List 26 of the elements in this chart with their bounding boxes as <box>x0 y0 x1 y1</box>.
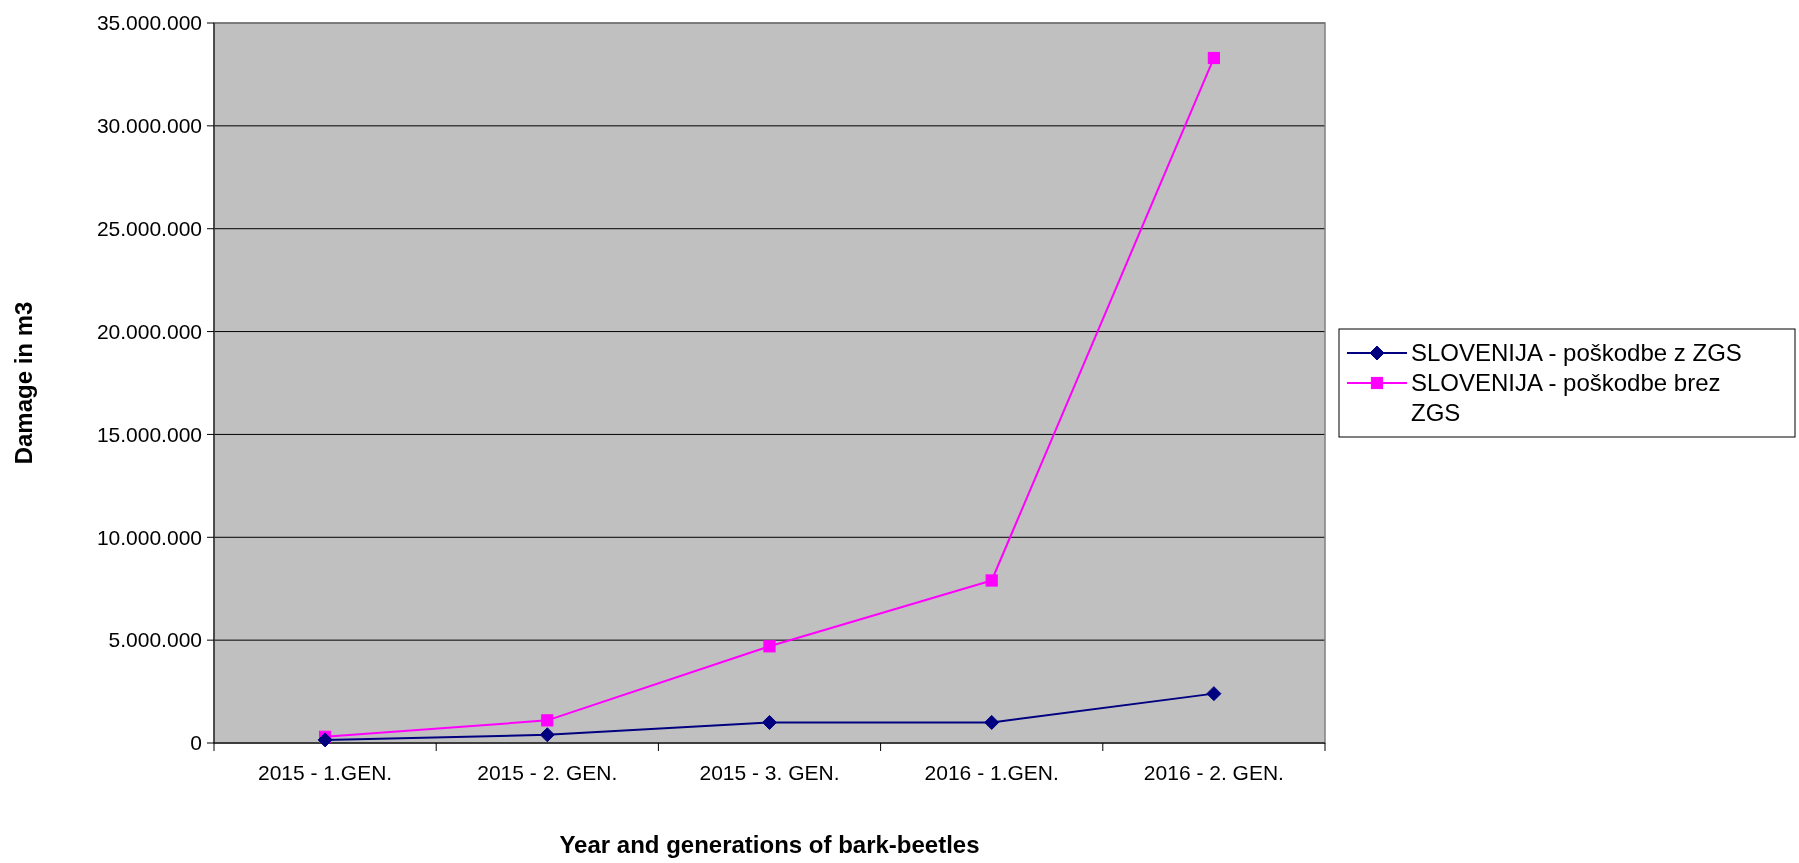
x-axis-title: Year and generations of bark-beetles <box>559 831 980 858</box>
point <box>984 714 1000 730</box>
point <box>539 727 555 743</box>
point <box>985 574 998 587</box>
point <box>1207 51 1220 65</box>
y-tick-label: 30.000.000 <box>96 114 202 138</box>
y-tick-label: 35.000.000 <box>96 11 202 35</box>
point <box>317 732 333 748</box>
y-tick-label: 0 <box>190 731 202 755</box>
point <box>762 714 777 730</box>
x-tick-label: 2016 - 2. GEN. <box>1143 761 1284 784</box>
y-tick-label: 5.000.000 <box>108 628 202 652</box>
y-tick-label: 20.000.000 <box>96 319 202 343</box>
point <box>763 640 776 653</box>
point <box>1206 686 1222 702</box>
legend-label: SLOVENIJA - poškodbe z ZGS <box>1411 339 1742 367</box>
y-tick-label: 10.000.000 <box>96 525 202 549</box>
x-tick-label: 2016 - 1.GEN. <box>924 761 1059 784</box>
x-tick-label: 2015 - 2. GEN. <box>477 761 618 784</box>
point <box>541 714 554 727</box>
x-tick-label: 2015 - 3. GEN. <box>699 761 840 784</box>
y-tick-label: 15.000.000 <box>96 422 202 446</box>
legend-label: SLOVENIJA - poškodbe brez ZGS <box>1411 369 1721 427</box>
y-tick-label: 25.000.000 <box>96 217 202 241</box>
y-axis-title: Damage in m3 <box>10 301 37 465</box>
x-tick-label: 2015 - 1.GEN. <box>257 761 393 784</box>
